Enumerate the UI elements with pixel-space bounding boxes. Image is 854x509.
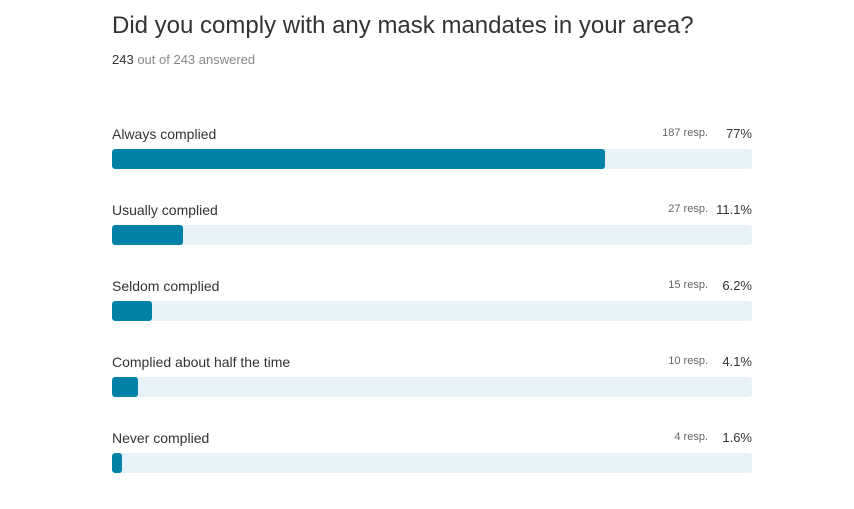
answer-label: Seldom complied — [112, 278, 220, 294]
response-percent: 11.1% — [716, 202, 752, 217]
answer-row: Usually complied 27 resp. 11.1% — [112, 202, 752, 258]
answered-count: 243 — [112, 52, 134, 67]
bar-fill — [112, 149, 605, 169]
bar-track — [112, 377, 752, 397]
answer-label: Complied about half the time — [112, 354, 291, 370]
response-percent: 4.1% — [722, 354, 752, 369]
bar-fill — [112, 225, 184, 245]
answer-label: Never complied — [112, 430, 210, 446]
answered-total-text: out of 243 answered — [137, 52, 256, 67]
response-count: 27 resp. — [668, 203, 708, 215]
bar-track — [112, 149, 752, 169]
answer-row: Seldom complied 15 resp. 6.2% — [112, 278, 752, 334]
response-percent: 1.6% — [722, 430, 752, 445]
response-count: 187 resp. — [662, 127, 708, 139]
bar-fill — [112, 453, 123, 473]
bar-track — [112, 301, 752, 321]
response-count: 10 resp. — [668, 355, 708, 367]
answer-row: Complied about half the time 10 resp. 4.1% — [112, 354, 752, 410]
response-count: 15 resp. — [668, 279, 708, 291]
answer-label: Always complied — [112, 126, 217, 142]
bar-track — [112, 225, 752, 245]
answer-row: Always complied 187 resp. 77% — [112, 126, 752, 182]
answer-label: Usually complied — [112, 202, 218, 218]
response-percent: 6.2% — [722, 278, 752, 293]
question-title: Did you comply with any mask mandates in… — [112, 12, 694, 39]
answer-row: Never complied 4 resp. 1.6% — [112, 430, 752, 486]
response-count: 4 resp. — [674, 431, 708, 443]
bar-fill — [112, 377, 139, 397]
bar-track — [112, 453, 752, 473]
bar-fill — [112, 301, 152, 321]
response-percent: 77% — [725, 126, 752, 141]
answered-summary: 243 out of 243 answered — [112, 52, 255, 67]
